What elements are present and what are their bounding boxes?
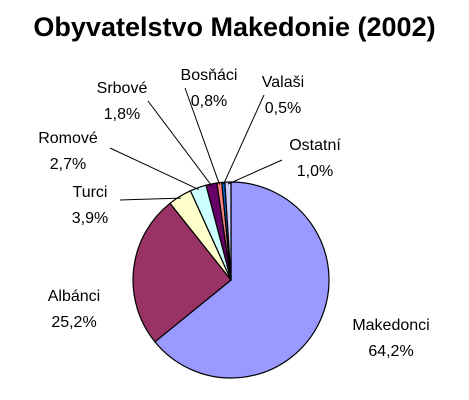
slice-value-bosňáci: 0,8% <box>191 93 227 110</box>
slice-value-makedonci: 64,2% <box>368 343 413 360</box>
leader-line-ostatní <box>227 159 283 185</box>
slice-value-albánci: 25,2% <box>51 314 96 331</box>
leader-line-bosňáci <box>184 87 221 185</box>
slice-value-turci: 3,9% <box>72 210 108 227</box>
slice-label-makedonci: Makedonci <box>352 317 429 334</box>
slice-value-romové: 2,7% <box>50 156 86 173</box>
slice-label-valaši: Valaši <box>262 74 304 91</box>
slice-value-srbové: 1,8% <box>104 106 140 123</box>
slice-value-valaši: 0,5% <box>265 100 301 117</box>
slice-label-albánci: Albánci <box>48 288 100 305</box>
chart-title: Obyvatelstvo Makedonie (2002) <box>33 12 436 42</box>
slice-label-srbové: Srbové <box>97 80 148 97</box>
pie-slice-albánci <box>132 202 232 343</box>
pie-slice-makedonci <box>154 181 330 379</box>
slice-value-ostatní: 1,0% <box>297 163 333 180</box>
slice-label-romové: Romové <box>38 130 98 147</box>
slice-label-bosňáci: Bosňáci <box>181 67 238 84</box>
slice-label-ostatní: Ostatní <box>289 137 341 154</box>
leader-line-srbové <box>147 100 213 187</box>
slice-label-turci: Turci <box>73 184 108 201</box>
leader-line-romové <box>109 147 200 191</box>
leader-line-turci <box>119 197 181 201</box>
leader-line-valaši <box>223 94 265 185</box>
